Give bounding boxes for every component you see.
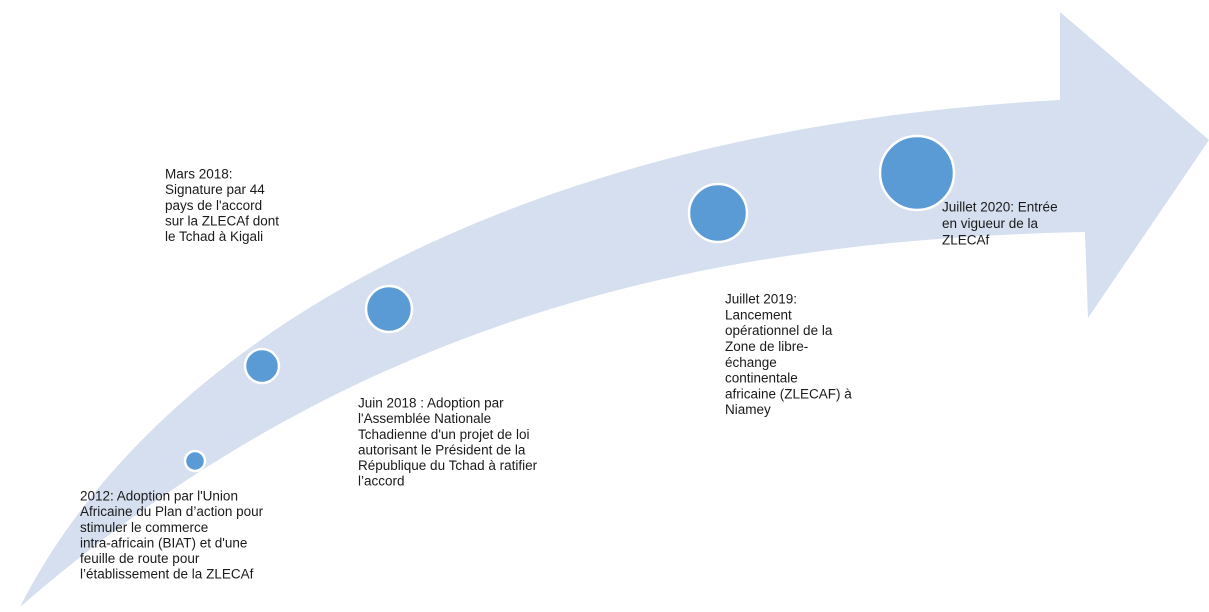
event-text: Juillet 2019: <box>725 292 797 307</box>
event-text: continentale <box>725 371 798 386</box>
event-text: Signature par 44 <box>165 182 265 197</box>
event-text: Mars 2018: <box>165 167 233 182</box>
event-text: Juin 2018 : Adoption par <box>358 396 504 411</box>
event-text: pays de l'accord <box>165 198 262 213</box>
event-text: Niamey <box>725 402 771 417</box>
event-text: en vigueur de la <box>942 216 1039 231</box>
event-text: le Tchad à Kigali <box>165 229 263 244</box>
event-text: ZLECAf <box>942 233 990 248</box>
milestone-dot <box>878 134 956 212</box>
event-text: l'Assemblée Nationale <box>358 411 491 426</box>
milestone-dot <box>183 449 207 473</box>
event-text: Juillet 2020: Entrée <box>942 200 1058 215</box>
event-text: africaine (ZLECAF) à <box>725 386 852 401</box>
event-text: sur la ZLECAf dont <box>165 213 279 228</box>
event-text: l’accord <box>358 474 405 489</box>
event-text: 2012: Adoption par l'Union <box>80 489 238 504</box>
event-text: Lancement <box>725 307 792 322</box>
event-text: intra-africain (BIAT) et d'une <box>80 535 247 550</box>
event-text: Zone de libre- <box>725 339 808 354</box>
event-text: stimuler le commerce <box>80 520 208 535</box>
event-text: l’établissement de la ZLECAf <box>80 567 254 582</box>
event-text: République du Tchad à ratifier <box>358 458 538 473</box>
event-text: feuille de route pour <box>80 551 200 566</box>
event-text: échange <box>725 355 777 370</box>
milestone-dot <box>364 284 414 334</box>
event-text: autorisant le Président de la <box>358 442 526 457</box>
event-text: Tchadienne d'un projet de loi <box>358 427 529 442</box>
milestone-dot <box>243 347 281 385</box>
milestone-dot <box>687 182 749 244</box>
event-text: Africaine du Plan d’action pour <box>80 504 264 519</box>
event-text: opérationnel de la <box>725 323 833 338</box>
